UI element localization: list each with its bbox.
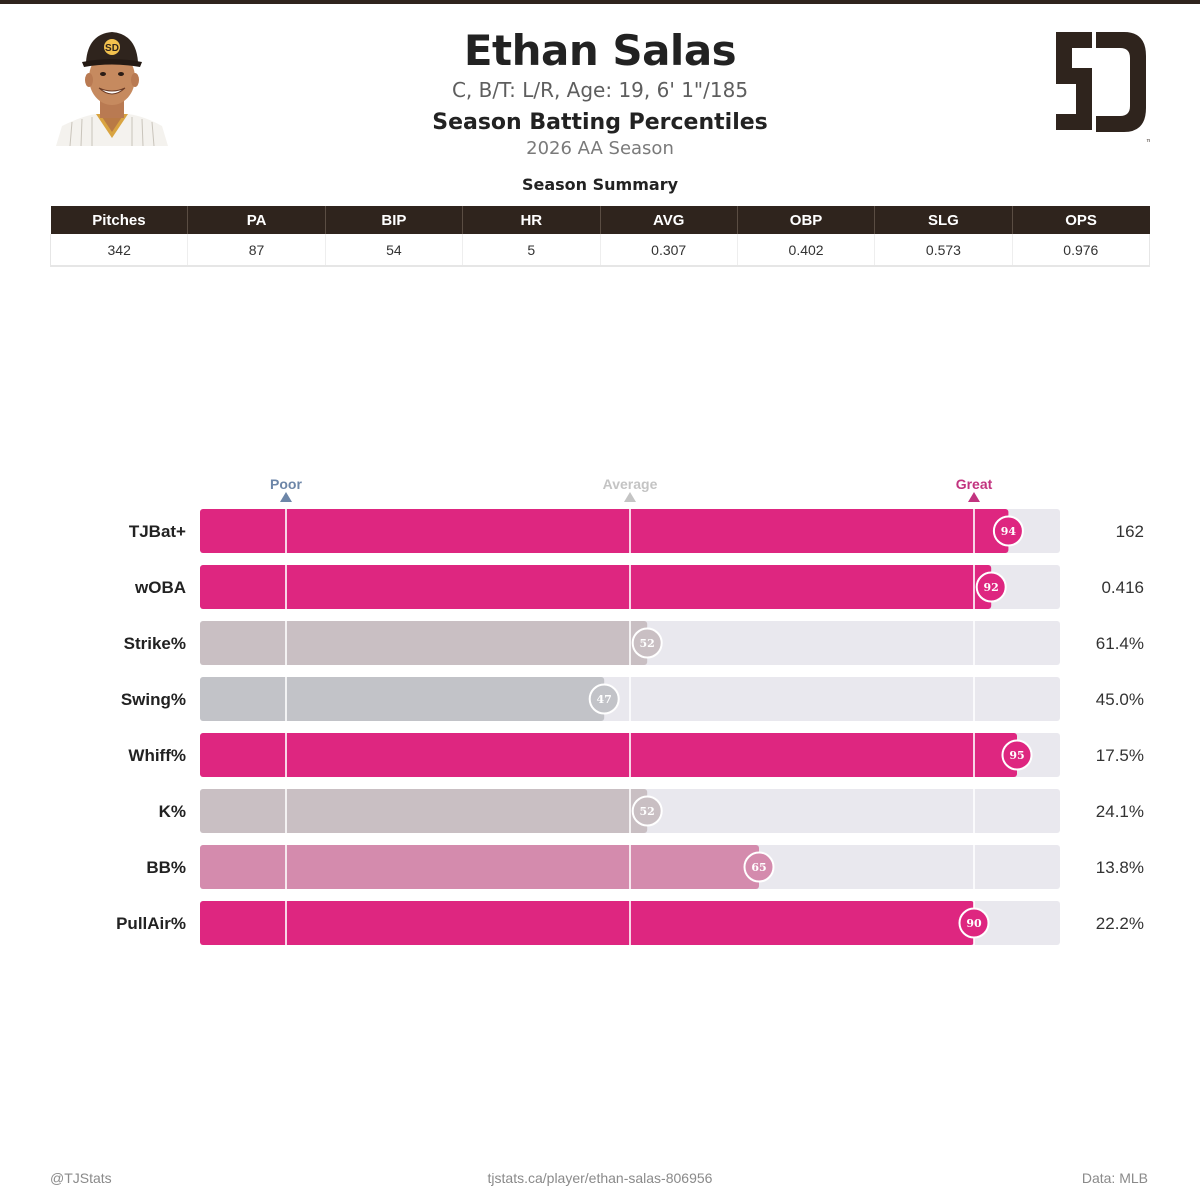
metric-label-whiff-pct: Whiff% <box>128 746 186 765</box>
table-cell-avg: 0.307 <box>600 234 738 267</box>
bar-tjbat-plus <box>200 509 1009 553</box>
bar-strike-pct <box>200 621 648 665</box>
bar-bb-pct <box>200 845 759 889</box>
percentile-circle-k-pct <box>631 795 663 827</box>
footer-handle: @TJStats <box>50 1170 112 1186</box>
table-cell-ops: 0.976 <box>1012 234 1151 267</box>
table-cell-obp: 0.402 <box>737 234 876 267</box>
table-cell-hr: 5 <box>462 234 601 267</box>
marker-arrow-average-icon <box>624 492 636 502</box>
column-header-pitches: Pitches <box>50 206 189 234</box>
top-rule <box>0 0 1200 4</box>
percentile-chart: Poor Average Great 94 TJBat+ 162 92 wOBA 0.416 52… <box>116 476 1144 945</box>
percentile-text-tjbat-plus: 94 <box>1001 525 1017 538</box>
percentile-text-whiff-pct: 95 <box>1009 749 1024 762</box>
cap-logo-text: SD <box>105 43 119 54</box>
percentile-text-bb-pct: 65 <box>751 861 766 874</box>
column-header-ops: OPS <box>1012 206 1150 234</box>
metric-label-tjbat-plus: TJBat+ <box>129 522 186 541</box>
team-logo-trademark: ™ <box>1146 139 1150 146</box>
metric-label-bb-pct: BB% <box>146 858 186 877</box>
percentile-circle-pullair-pct <box>958 907 990 939</box>
percentile-circle-woba <box>975 571 1007 603</box>
player-bio: C, B/T: L/R, Age: 19, 6' 1"/185 <box>451 78 749 102</box>
marker-label-poor: Poor <box>270 476 302 492</box>
column-header-avg: AVG <box>600 206 738 234</box>
percentile-text-k-pct: 52 <box>640 805 655 818</box>
marker-label-great: Great <box>956 476 993 492</box>
column-header-obp: OBP <box>737 206 876 234</box>
metric-value-k-pct: 24.1% <box>1096 802 1144 821</box>
footer-player-url[interactable]: tjstats.ca/player/ethan-salas-806956 <box>487 1170 713 1186</box>
metric-value-whiff-pct: 17.5% <box>1096 746 1144 765</box>
metric-label-woba: wOBA <box>134 578 186 597</box>
metric-label-pullair-pct: PullAir% <box>116 914 186 933</box>
metric-value-pullair-pct: 22.2% <box>1096 914 1144 933</box>
table-cell-bip: 54 <box>325 234 464 267</box>
metric-value-woba: 0.416 <box>1101 578 1144 597</box>
marker-label-average: Average <box>603 476 658 492</box>
percentile-circle-bb-pct <box>743 851 775 883</box>
percentile-text-woba: 92 <box>984 581 999 594</box>
percentile-text-pullair-pct: 90 <box>966 917 982 930</box>
column-header-slg: SLG <box>874 206 1013 234</box>
column-header-bip: BIP <box>325 206 464 234</box>
footer-data-source: Data: MLB <box>1081 1170 1148 1186</box>
bar-swing-pct <box>200 677 605 721</box>
report-title: Season Batting Percentiles <box>432 110 768 135</box>
metric-value-swing-pct: 45.0% <box>1096 690 1144 709</box>
bar-pullair-pct <box>200 901 974 945</box>
metric-value-bb-pct: 13.8% <box>1096 858 1144 877</box>
summary-table: Pitches PA BIP HR AVG OBP SLG OPS 342 87… <box>49 206 1151 267</box>
percentile-circle-tjbat-plus <box>992 515 1024 547</box>
player-headshot: SD <box>52 22 172 146</box>
table-row: 342 87 54 5 0.307 0.402 0.573 0.976 <box>49 234 1151 267</box>
column-header-pa: PA <box>187 206 326 234</box>
metric-label-k-pct: K% <box>159 802 186 821</box>
percentile-text-swing-pct: 47 <box>597 693 612 706</box>
table-cell-pa: 87 <box>187 234 326 267</box>
summary-heading: Season Summary <box>521 175 679 194</box>
bar-whiff-pct <box>200 733 1017 777</box>
metric-label-strike-pct: Strike% <box>124 634 186 653</box>
bar-woba <box>200 565 992 609</box>
marker-arrow-poor-icon <box>280 492 292 502</box>
table-cell-pitches: 342 <box>49 234 189 267</box>
player-name: Ethan Salas <box>463 26 737 75</box>
percentile-circle-strike-pct <box>631 627 663 659</box>
percentile-text-strike-pct: 52 <box>640 637 655 650</box>
table-cell-slg: 0.573 <box>874 234 1013 267</box>
column-header-hr: HR <box>462 206 601 234</box>
report-subtitle: 2026 AA Season <box>526 138 674 159</box>
marker-arrow-great-icon <box>968 492 980 502</box>
bar-k-pct <box>200 789 648 833</box>
team-logo: ™ <box>1050 22 1153 146</box>
percentile-circle-whiff-pct <box>1001 739 1033 771</box>
metric-value-strike-pct: 61.4% <box>1096 634 1144 653</box>
percentile-circle-swing-pct <box>588 683 620 715</box>
metric-label-swing-pct: Swing% <box>121 690 186 709</box>
metric-value-tjbat-plus: 162 <box>1116 522 1144 541</box>
